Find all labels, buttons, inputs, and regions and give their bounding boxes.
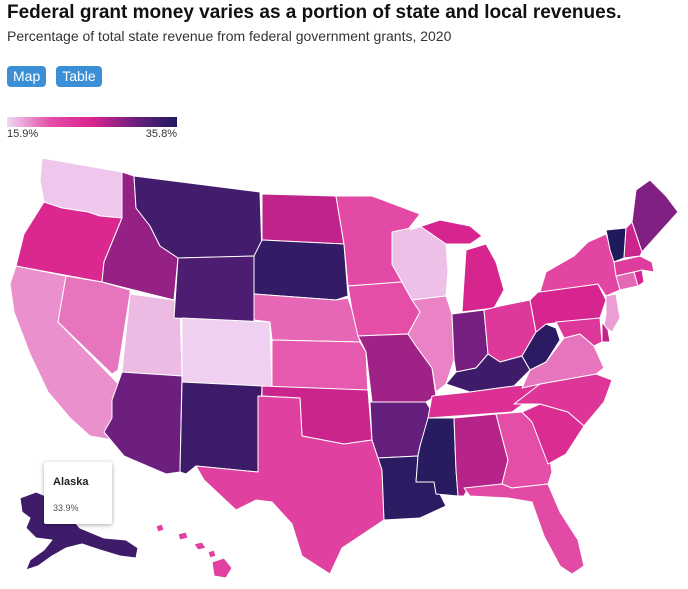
legend-labels: 15.9% 35.8% — [7, 128, 177, 140]
view-tabs: Map Table — [7, 66, 102, 87]
color-legend: 15.9% 35.8% — [7, 117, 177, 140]
state-md[interactable] — [555, 317, 603, 347]
state-sd[interactable] — [253, 239, 349, 301]
state-ks[interactable] — [271, 339, 369, 395]
state-tooltip: Alaska 33.9% — [44, 462, 112, 524]
state-wy[interactable] — [173, 255, 255, 323]
state-vt[interactable] — [605, 227, 627, 263]
tab-map[interactable]: Map — [7, 66, 47, 87]
state-nd[interactable] — [261, 193, 345, 245]
state-me[interactable] — [631, 179, 679, 253]
state-tx[interactable] — [195, 395, 385, 575]
state-ny[interactable] — [539, 233, 621, 297]
tooltip-state-name: Alaska — [53, 476, 89, 488]
state-de[interactable] — [601, 321, 611, 343]
legend-min-label: 15.9% — [7, 128, 39, 140]
state-hi[interactable] — [155, 523, 233, 579]
chart-title: Federal grant money varies as a portion … — [7, 2, 622, 23]
legend-gradient-bar — [7, 117, 177, 127]
state-fl[interactable] — [463, 483, 585, 575]
state-nh[interactable] — [623, 221, 643, 259]
state-co[interactable] — [181, 317, 273, 389]
state-va[interactable] — [521, 333, 605, 389]
state-il[interactable] — [407, 295, 455, 393]
tooltip-state-value: 33.9% — [53, 503, 79, 513]
chart-subtitle: Percentage of total state revenue from f… — [7, 28, 452, 44]
legend-max-label: 35.8% — [145, 128, 177, 140]
state-ut[interactable] — [121, 293, 183, 377]
state-mt[interactable] — [133, 175, 263, 259]
state-mi[interactable] — [409, 219, 505, 313]
tab-table[interactable]: Table — [56, 66, 102, 87]
state-nj[interactable] — [603, 293, 621, 333]
state-nv[interactable] — [57, 275, 131, 375]
state-nm[interactable] — [179, 381, 263, 475]
